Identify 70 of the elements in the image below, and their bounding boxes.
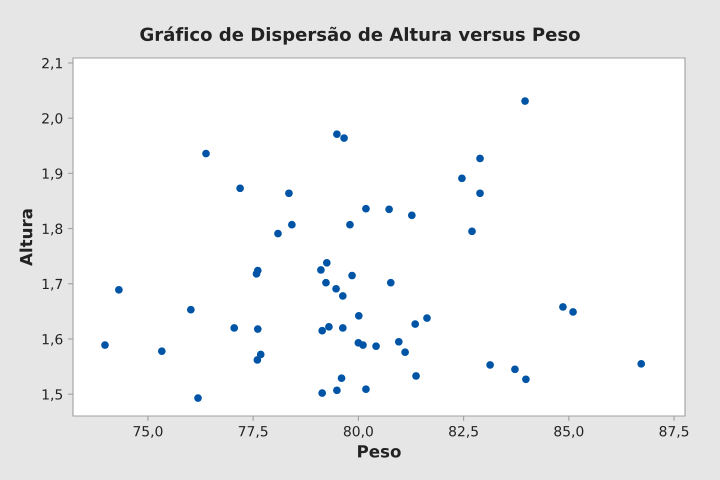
point bbox=[348, 272, 356, 280]
point bbox=[401, 348, 409, 356]
point bbox=[468, 228, 476, 236]
point bbox=[339, 292, 347, 300]
point bbox=[187, 306, 195, 314]
point bbox=[236, 184, 244, 192]
point bbox=[318, 389, 326, 397]
point bbox=[339, 324, 347, 332]
point bbox=[325, 323, 333, 331]
point bbox=[252, 270, 260, 278]
y-tick-label: 2,1 bbox=[42, 58, 62, 70]
y-tick-label: 1,9 bbox=[42, 168, 62, 180]
y-tick-label: 2,0 bbox=[42, 113, 62, 126]
y-tick-label: 1,7 bbox=[42, 278, 62, 291]
point bbox=[386, 278, 395, 286]
point bbox=[458, 174, 466, 182]
y-tick-label: 1,5 bbox=[42, 389, 62, 402]
point bbox=[338, 374, 346, 382]
point bbox=[254, 356, 262, 364]
point bbox=[486, 361, 494, 369]
point bbox=[354, 312, 363, 320]
point bbox=[340, 134, 348, 142]
point bbox=[317, 266, 325, 274]
point bbox=[346, 220, 354, 229]
y-axis-title: Altura bbox=[20, 209, 32, 266]
point bbox=[408, 212, 416, 220]
point bbox=[318, 326, 326, 335]
point bbox=[411, 320, 419, 328]
point bbox=[522, 375, 530, 384]
x-tick-label: 87,5 bbox=[660, 426, 688, 438]
point bbox=[362, 204, 370, 213]
x-tick-label: 82,5 bbox=[449, 426, 478, 438]
chart-title: Gráfico de Dispersão de Altura versus Peso bbox=[140, 26, 580, 45]
point bbox=[637, 360, 646, 368]
x-tick-label: 85,0 bbox=[554, 426, 584, 438]
y-tick-label: 1,6 bbox=[42, 334, 62, 346]
point bbox=[521, 97, 529, 105]
point bbox=[394, 338, 403, 346]
point bbox=[285, 189, 293, 198]
point bbox=[254, 325, 262, 333]
x-tick-label: 75,0 bbox=[134, 426, 162, 438]
point bbox=[333, 386, 341, 394]
point bbox=[412, 372, 420, 380]
point bbox=[202, 150, 210, 158]
point bbox=[333, 130, 341, 138]
x-tick-label: 77,5 bbox=[238, 426, 268, 438]
point bbox=[194, 394, 202, 402]
point bbox=[288, 220, 296, 229]
point bbox=[158, 347, 166, 355]
point bbox=[322, 278, 330, 286]
point bbox=[372, 342, 380, 350]
point bbox=[476, 154, 484, 162]
point bbox=[359, 341, 367, 349]
point bbox=[385, 205, 393, 214]
x-tick-label: 80,0 bbox=[344, 426, 373, 438]
y-tick-label: 1,8 bbox=[42, 224, 62, 236]
point bbox=[476, 189, 484, 198]
point bbox=[423, 314, 431, 322]
x-axis-title: Peso bbox=[358, 445, 401, 458]
point bbox=[274, 230, 282, 238]
point bbox=[323, 259, 331, 267]
point bbox=[332, 284, 340, 293]
point bbox=[559, 303, 567, 311]
point bbox=[230, 324, 238, 332]
point bbox=[511, 366, 519, 374]
point bbox=[115, 286, 123, 294]
point bbox=[101, 341, 109, 349]
point bbox=[362, 385, 370, 394]
point bbox=[256, 350, 265, 358]
point bbox=[569, 308, 577, 316]
